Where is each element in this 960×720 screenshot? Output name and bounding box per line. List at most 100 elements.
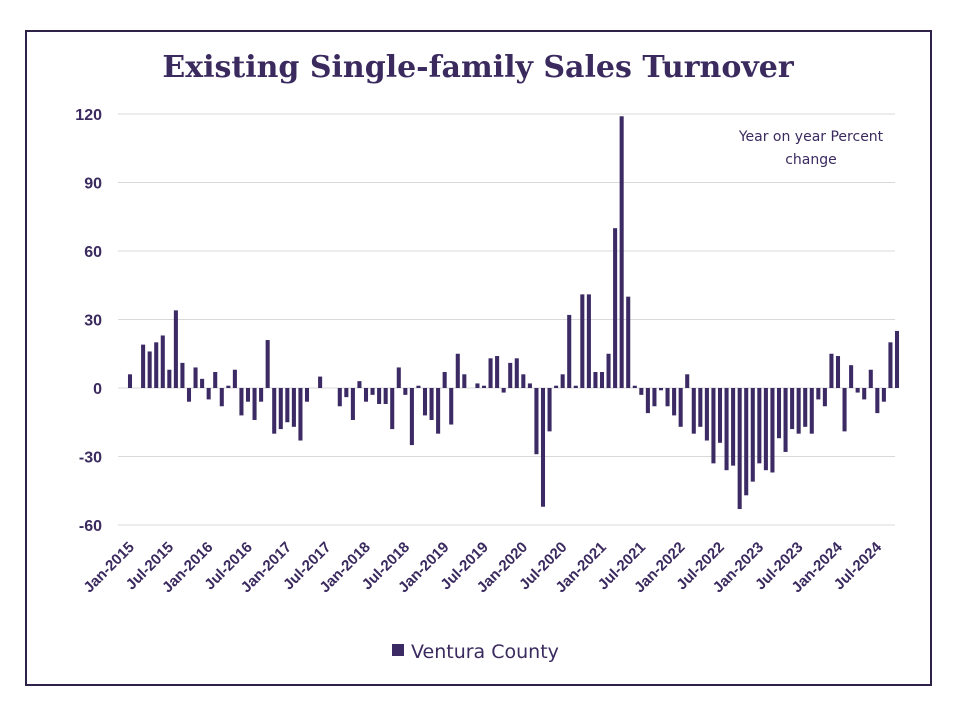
bar bbox=[213, 372, 218, 388]
bar bbox=[632, 385, 637, 388]
bar bbox=[422, 388, 428, 416]
y-tick-label: -60 bbox=[79, 518, 102, 535]
bar bbox=[383, 388, 388, 404]
bar bbox=[626, 296, 631, 388]
bar bbox=[429, 388, 434, 420]
bar bbox=[481, 385, 487, 388]
bar bbox=[763, 388, 768, 471]
bar bbox=[291, 388, 296, 427]
bar bbox=[462, 374, 467, 388]
bar bbox=[318, 376, 323, 388]
bar bbox=[685, 374, 690, 388]
bar bbox=[790, 388, 795, 430]
bar bbox=[219, 388, 224, 407]
y-tick-label: 120 bbox=[75, 107, 102, 124]
bar bbox=[521, 374, 526, 388]
bar bbox=[737, 388, 742, 510]
bar bbox=[717, 388, 723, 443]
bar bbox=[154, 342, 159, 388]
bar bbox=[285, 388, 290, 423]
bar bbox=[586, 294, 591, 388]
bar bbox=[200, 378, 205, 388]
bar bbox=[350, 388, 355, 420]
bar bbox=[698, 388, 703, 427]
bar bbox=[167, 369, 172, 388]
bar bbox=[226, 385, 231, 388]
bar bbox=[442, 372, 447, 388]
bar bbox=[272, 388, 277, 434]
bar bbox=[645, 388, 650, 414]
bar bbox=[396, 367, 401, 388]
y-tick-label: 0 bbox=[93, 381, 102, 398]
bar bbox=[855, 388, 860, 393]
bar bbox=[724, 388, 729, 471]
bar bbox=[803, 388, 808, 427]
bar bbox=[560, 374, 565, 388]
bar bbox=[180, 362, 185, 388]
bar bbox=[665, 388, 670, 407]
bar bbox=[875, 388, 880, 414]
x-axis: Jan-2015Jul-2015Jan-2016Jul-2016Jan-2017… bbox=[80, 538, 885, 596]
bar bbox=[540, 388, 546, 507]
bar bbox=[449, 388, 454, 425]
bar bbox=[436, 388, 441, 434]
bar bbox=[370, 388, 375, 395]
bar bbox=[744, 388, 749, 496]
bar bbox=[527, 383, 532, 388]
bar bbox=[259, 388, 264, 402]
bar bbox=[337, 388, 342, 407]
bar bbox=[363, 388, 369, 402]
bar bbox=[488, 358, 493, 388]
bar bbox=[842, 388, 847, 432]
bar bbox=[868, 369, 873, 388]
bar bbox=[672, 388, 677, 416]
bar bbox=[455, 353, 460, 388]
bar bbox=[501, 388, 506, 393]
bar bbox=[704, 388, 709, 441]
bar bbox=[554, 385, 559, 388]
bar bbox=[147, 351, 152, 388]
y-tick-label: 90 bbox=[84, 176, 102, 193]
bar bbox=[593, 372, 598, 388]
bar bbox=[193, 367, 198, 388]
bar bbox=[160, 335, 165, 388]
bar bbox=[639, 388, 644, 395]
bar bbox=[652, 388, 657, 407]
bar bbox=[750, 388, 755, 482]
bar bbox=[390, 388, 395, 430]
bar bbox=[403, 388, 408, 395]
bar bbox=[849, 365, 854, 388]
annotation-line-2: change bbox=[785, 152, 837, 168]
bar bbox=[606, 353, 611, 388]
legend: Ventura County bbox=[392, 641, 559, 663]
chart-title: Existing Single-family Sales Turnover bbox=[162, 50, 795, 85]
bar bbox=[232, 369, 237, 388]
bar bbox=[783, 388, 788, 452]
bar bbox=[206, 388, 211, 400]
bar bbox=[658, 388, 664, 391]
bar bbox=[816, 388, 821, 400]
bar bbox=[141, 344, 146, 388]
y-tick-label: 60 bbox=[84, 244, 102, 261]
gridlines bbox=[118, 113, 895, 526]
bar bbox=[809, 388, 814, 434]
bar bbox=[613, 228, 618, 388]
bar bbox=[416, 385, 421, 388]
bar bbox=[475, 383, 480, 388]
bar bbox=[245, 388, 251, 402]
bar bbox=[409, 388, 414, 446]
legend-label: Ventura County bbox=[411, 641, 559, 663]
y-axis: 120 90 60 30 0 -30 -60 bbox=[75, 107, 102, 535]
bar bbox=[377, 388, 382, 404]
annotation-line-1: Year on year Percent bbox=[738, 129, 884, 145]
bar bbox=[796, 388, 801, 434]
bar bbox=[344, 388, 349, 398]
bar bbox=[573, 385, 578, 388]
bar bbox=[731, 388, 736, 466]
bar bbox=[508, 362, 513, 388]
bar bbox=[239, 388, 244, 416]
bar bbox=[265, 340, 270, 388]
bar bbox=[678, 388, 683, 427]
bar bbox=[278, 388, 283, 430]
